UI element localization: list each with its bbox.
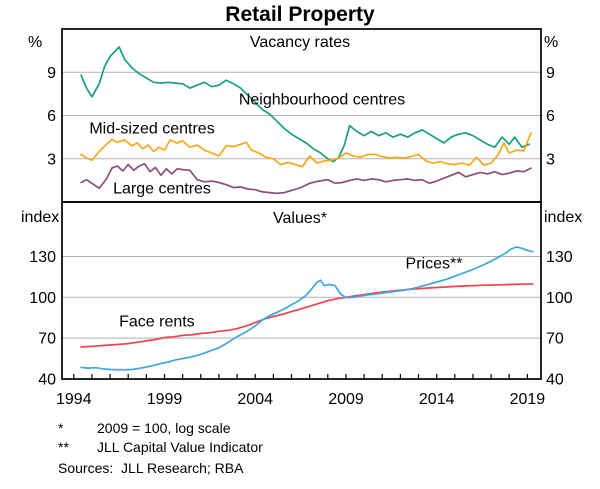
footnote-2-marker: ** <box>58 439 69 455</box>
y-axis-tick-label-right: 100 <box>546 290 573 307</box>
y-axis-tick-label-left: 70 <box>38 331 56 348</box>
x-axis-year-label: 2009 <box>328 391 364 408</box>
y-axis-tick-label-right: 6 <box>546 108 555 125</box>
series-label-mid-sized-centres: Mid-sized centres <box>89 121 214 138</box>
footnote-1-text: 2009 = 100, log scale <box>97 420 231 436</box>
x-axis-year-label: 1994 <box>56 391 92 408</box>
series-line-prices <box>80 246 534 371</box>
footnote-1-marker: * <box>58 420 64 436</box>
plot-layers: 3 3 6 6 9 9 Neighbourhood centres Mid-sized cen… <box>29 28 573 408</box>
series-label-prices: Prices** <box>406 256 463 273</box>
y-axis-tick-label-left: 130 <box>29 249 56 266</box>
sources-text: Sources: JLL Research; RBA <box>58 460 244 476</box>
bottom-panel-subtitle: Values* <box>273 210 327 227</box>
series-line-face-rents <box>80 283 534 348</box>
series-label-face-rents: Face rents <box>119 314 195 331</box>
y-axis-tick-label-left: 40 <box>38 372 56 389</box>
y-axis-tick-label-left: 6 <box>47 108 56 125</box>
x-axis-year-label: 2019 <box>510 391 546 408</box>
y-axis-tick-label-right: 9 <box>546 65 555 82</box>
x-axis-year-label: 2014 <box>419 391 455 408</box>
y-axis-tick-label-right: 40 <box>546 372 564 389</box>
panel-border-bottom <box>61 201 542 380</box>
series-line-large-centres <box>80 162 532 195</box>
series-label-large-centres: Large centres <box>113 181 211 198</box>
bottom-right-unit-label: index <box>544 209 582 226</box>
y-axis-tick-label-right: 3 <box>546 151 555 168</box>
top-panel-subtitle: Vacancy rates <box>250 34 350 51</box>
y-axis-tick-label-left: 9 <box>47 65 56 82</box>
bottom-left-unit-label: index <box>21 209 59 226</box>
series-line-mid-sized-centres <box>80 131 532 168</box>
top-left-unit-label: % <box>28 34 42 51</box>
x-axis-year-label: 1999 <box>147 391 183 408</box>
y-axis-tick-label-right: 130 <box>546 249 573 266</box>
series-label-neighbourhood-centres: Neighbourhood centres <box>239 92 405 109</box>
y-axis-tick-label-right: 70 <box>546 331 564 348</box>
y-axis-tick-label-left: 3 <box>47 151 56 168</box>
top-right-unit-label: % <box>544 34 558 51</box>
x-axis-year-label: 2004 <box>237 391 273 408</box>
series-line-neighbourhood-centres <box>80 46 531 163</box>
y-axis-tick-label-left: 100 <box>29 290 56 307</box>
footnote-2-text: JLL Capital Value Indicator <box>97 439 263 455</box>
chart-title: Retail Property <box>225 3 375 26</box>
